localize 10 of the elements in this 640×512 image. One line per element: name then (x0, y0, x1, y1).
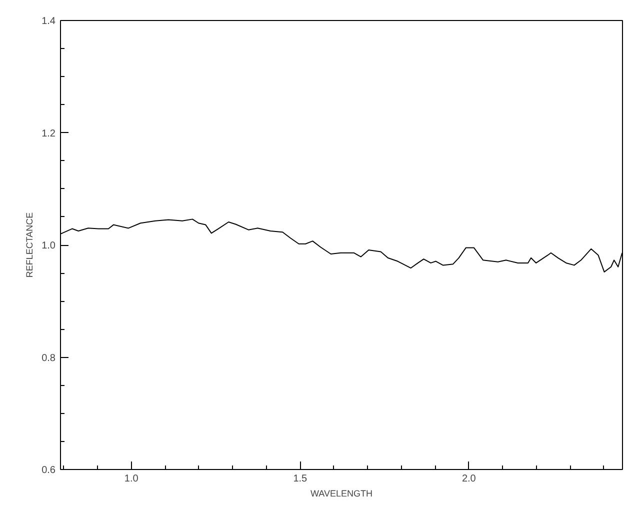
y-tick-label: 1.2 (42, 128, 56, 140)
x-tick-label: 1.0 (124, 474, 139, 484)
y-tick-label: 0.6 (42, 465, 56, 476)
y-tick-label: 1.4 (42, 16, 56, 27)
y-axis-title: REFLECTANCE (24, 212, 35, 278)
x-axis-title: WAVELENGTH (310, 488, 373, 498)
y-tick-label: 0.8 (42, 352, 56, 364)
y-tick-label: 1.0 (42, 240, 56, 252)
x-tick-label: 2.0 (462, 474, 476, 484)
x-tick-label: 1.5 (293, 474, 308, 484)
